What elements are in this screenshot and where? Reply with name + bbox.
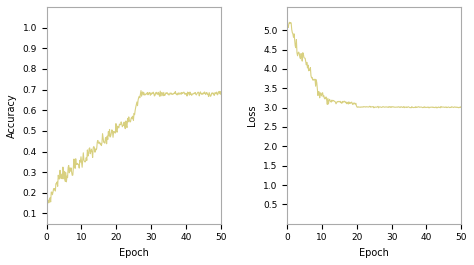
Y-axis label: Accuracy: Accuracy (7, 93, 17, 138)
X-axis label: Epoch: Epoch (119, 248, 149, 258)
X-axis label: Epoch: Epoch (359, 248, 389, 258)
Y-axis label: Loss: Loss (247, 105, 257, 126)
